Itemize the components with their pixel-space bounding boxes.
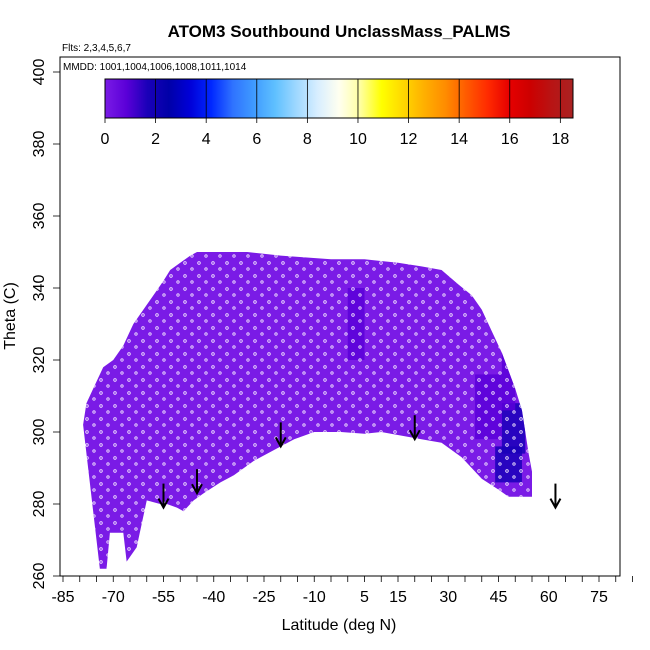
arrow-4 <box>549 483 562 510</box>
mmdd-label: MMDD: 1001,1004,1006,1008,1011,1014 <box>63 62 247 73</box>
colorbar-tick-label: 16 <box>501 131 519 148</box>
x-axis: -85 -70 -55 -40 -25 -10 5 15 30 45 60 75 <box>51 576 633 606</box>
colorbar: 0 2 4 6 8 10 12 14 16 18 <box>101 78 574 148</box>
y-tick-label: 380 <box>31 131 48 158</box>
x-tick-label: -70 <box>102 589 125 606</box>
arrow-3 <box>408 415 421 442</box>
measurement-dots <box>83 252 532 569</box>
colorbar-tick-label: 10 <box>349 131 367 148</box>
flights-label: Flts: 2,3,4,5,6,7 <box>62 43 131 54</box>
y-tick-label: 320 <box>31 347 48 374</box>
x-tick-label: 15 <box>389 589 407 606</box>
arrow-2 <box>274 422 287 449</box>
colorbar-tick-label: 8 <box>303 131 312 148</box>
arrow-1 <box>191 469 203 496</box>
colorbar-tick-label: 14 <box>450 131 468 148</box>
x-tick-label: -55 <box>152 589 175 606</box>
x-tick-label: 5 <box>360 589 369 606</box>
x-axis-label: Latitude (deg N) <box>282 617 397 634</box>
plot-frame <box>59 56 621 577</box>
colorbar-tick-label: 0 <box>101 131 110 148</box>
x-tick-label: -25 <box>252 589 275 606</box>
arrow-0 <box>157 483 170 510</box>
y-tick-label: 400 <box>31 59 48 86</box>
x-tick-label: -85 <box>51 589 74 606</box>
y-tick-label: 360 <box>31 203 48 230</box>
y-tick-label: 340 <box>31 275 48 302</box>
colorbar-tick-label: 18 <box>551 131 569 148</box>
x-tick-label: 45 <box>490 589 508 606</box>
y-tick-label: 300 <box>31 419 48 446</box>
colorbar-tick-label: 4 <box>202 131 211 148</box>
colorbar-ramp <box>104 78 574 119</box>
theta-latitude-field <box>83 252 532 569</box>
x-tick-label: 75 <box>590 589 608 606</box>
colorbar-tick-label: 12 <box>400 131 418 148</box>
x-tick-label: -40 <box>202 589 225 606</box>
x-tick-label: 30 <box>439 589 457 606</box>
y-tick-label: 260 <box>31 563 48 590</box>
colorbar-tick-label: 2 <box>151 131 160 148</box>
y-tick-label: 280 <box>31 491 48 518</box>
x-tick-label: -10 <box>303 589 326 606</box>
x-tick-label: 60 <box>540 589 558 606</box>
chart-title: ATOM3 Southbound UnclassMass_PALMS <box>168 22 511 41</box>
colorbar-tick-label: 6 <box>252 131 261 148</box>
arrows <box>157 415 562 510</box>
y-axis-label: Theta (C) <box>2 282 19 350</box>
y-axis: 260 280 300 320 340 360 380 400 <box>31 59 60 590</box>
